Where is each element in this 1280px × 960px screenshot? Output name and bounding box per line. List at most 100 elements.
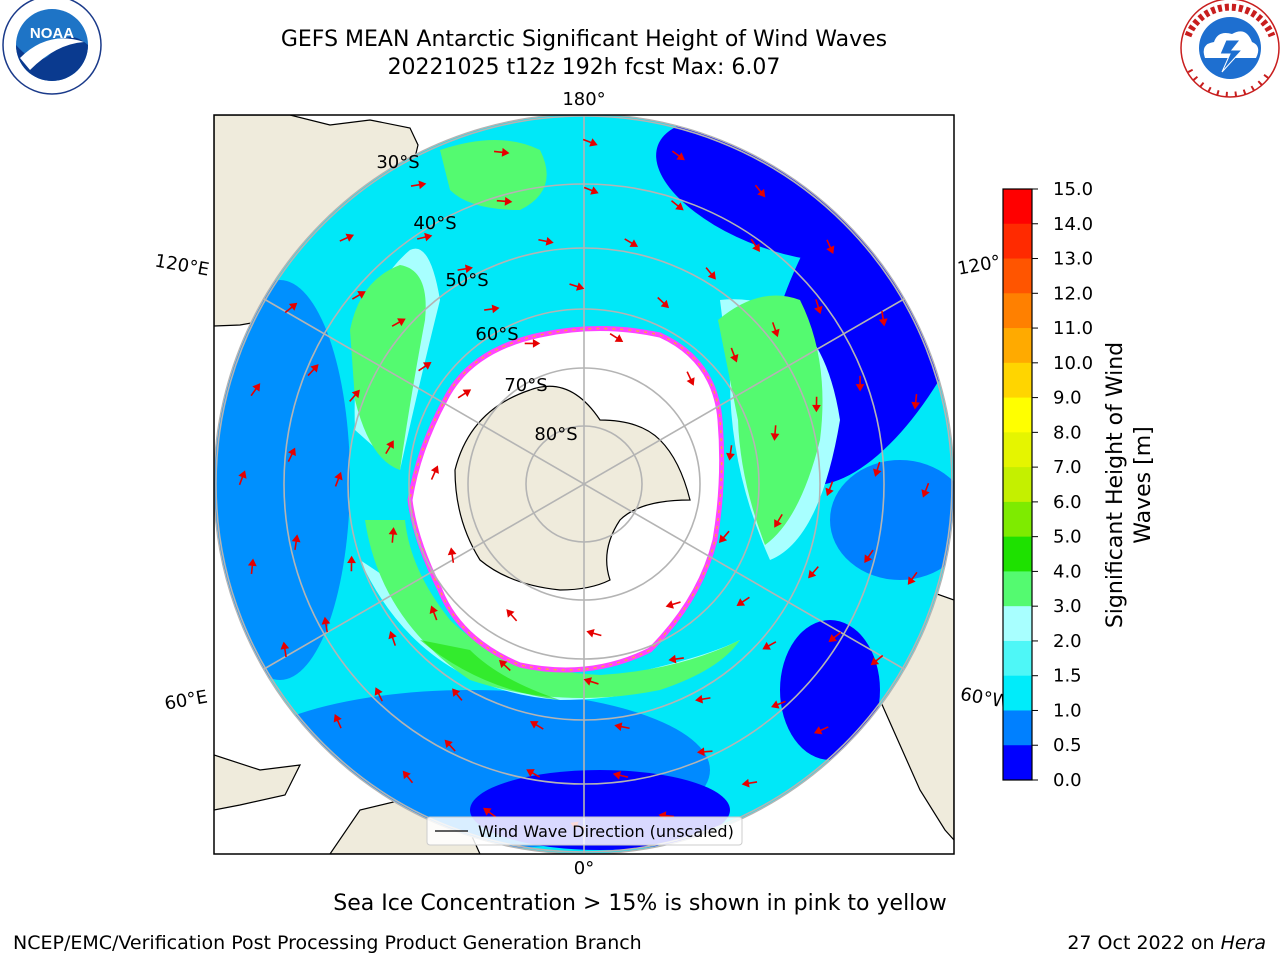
lon-label-120w: 120° [956, 251, 1002, 279]
direction-arrow [870, 654, 884, 666]
colorbar-swatch [1003, 223, 1032, 260]
colorbar-swatch [1003, 432, 1032, 468]
direction-arrow [452, 688, 463, 701]
colorbar-swatch [1003, 362, 1032, 399]
direction-arrow [911, 393, 921, 410]
direction-arrow [864, 549, 874, 563]
lon-label-180: 180° [562, 89, 605, 110]
colorbar-tick-label: 5.0 [1053, 527, 1082, 548]
colorbar-tick-label: 12.0 [1053, 283, 1093, 304]
colorbar-tick-label: 6.0 [1053, 492, 1082, 513]
direction-arrow [287, 447, 296, 462]
colorbar-tick-label: 8.0 [1053, 422, 1082, 443]
colorbar-label-line1: Significant Height of Wind [1103, 342, 1128, 628]
direction-arrow [921, 482, 930, 498]
colorbar-tick-label: 11.0 [1053, 318, 1093, 339]
colorbar-swatch [1003, 328, 1032, 364]
direction-arrow [741, 778, 758, 788]
lat-label-50s: 50°S [445, 270, 488, 291]
nws-logo [1180, 0, 1280, 98]
direction-arrow [484, 304, 500, 314]
direction-arrow [284, 302, 298, 314]
direction-arrow [385, 440, 394, 455]
direction-arrow [614, 722, 630, 732]
footer-credit: NCEP/EMC/Verification Post Processing Pr… [13, 932, 642, 954]
direction-arrow [498, 659, 511, 672]
colorbar-swatch [1003, 501, 1032, 538]
map-frame [213, 114, 955, 855]
direction-arrow [291, 534, 301, 550]
direction-arrow [418, 362, 432, 372]
colorbar-swatch [1003, 675, 1032, 711]
direction-arrow [280, 641, 290, 658]
direction-arrow [538, 236, 554, 246]
direction-arrow [754, 184, 766, 198]
colorbar-tick-label: 1.0 [1053, 700, 1082, 721]
direction-arrow [388, 527, 398, 543]
wind-wave-direction-arrows [238, 138, 930, 830]
direction-arrow [457, 264, 473, 274]
direction-arrow [812, 396, 821, 413]
colorbar-tick-label: 13.0 [1053, 249, 1093, 270]
footer-host: Hera [1220, 932, 1266, 954]
map-area [214, 115, 954, 854]
direction-arrow [333, 713, 342, 729]
direction-arrow [410, 180, 427, 190]
direction-arrow [529, 721, 544, 730]
direction-arrow [907, 571, 918, 585]
colorbar-label-line2: Waves [m] [1131, 426, 1156, 543]
direction-arrow [878, 310, 888, 327]
direction-arrow [718, 530, 730, 544]
direction-arrow [774, 513, 783, 528]
direction-arrow [524, 338, 541, 348]
direction-arrow [855, 375, 865, 392]
direction-arrow [247, 558, 257, 575]
direction-arrow [429, 605, 438, 621]
direction-arrow [416, 232, 433, 242]
lon-label-60e: 60°E [163, 686, 209, 714]
direction-arrow [493, 147, 510, 157]
noaa-logo-text: NOAA [30, 25, 74, 42]
direction-arrow [582, 138, 598, 147]
colorbar-swatch [1003, 397, 1032, 433]
colorbar-tick-label: 9.0 [1053, 388, 1082, 409]
colorbar-tick-label: 3.0 [1053, 596, 1082, 617]
direction-arrow [250, 383, 261, 397]
direction-arrow [705, 267, 716, 280]
direction-arrow [526, 769, 541, 778]
direction-arrow [657, 296, 670, 309]
colorbar-tick-label: 0.0 [1053, 770, 1082, 791]
direction-arrow [506, 609, 518, 622]
direction-arrow [826, 239, 835, 255]
colorbar-swatch [1003, 710, 1032, 746]
direction-arrow [307, 364, 319, 377]
noaa-logo: NOAA [2, 0, 102, 95]
direction-arrow [402, 770, 414, 784]
lat-label-70s: 70°S [504, 375, 547, 396]
direction-arrow [825, 481, 834, 497]
colorbar-swatch [1003, 189, 1032, 225]
colorbar-swatch [1003, 258, 1032, 294]
direction-arrow [374, 687, 383, 702]
colorbar-swatch [1003, 640, 1032, 677]
colorbar: 15.0 14.0 13.0 12.0 11.0 10.0 9.0 8.0 7.0 6.0 5.0 4… [1002, 179, 1093, 791]
direction-arrow [569, 282, 585, 291]
direction-arrow [771, 700, 786, 709]
direction-arrow [430, 465, 439, 480]
colorbar-tick-label: 10.0 [1053, 353, 1093, 374]
lat-label-80s: 80°S [534, 424, 577, 445]
direction-arrow [349, 389, 360, 402]
direction-arrow [814, 299, 823, 315]
direction-arrow [750, 238, 760, 252]
direction-arrow [583, 186, 599, 195]
direction-arrow [686, 371, 695, 386]
legend: Wind Wave Direction (unscaled) [426, 816, 743, 846]
direction-arrow [583, 677, 599, 686]
direction-arrow [762, 641, 777, 650]
direction-arrow [695, 694, 711, 704]
direction-arrow [808, 566, 819, 579]
lat-label-30s: 30°S [376, 152, 419, 173]
direction-arrow [586, 629, 602, 638]
colorbar-swatch [1003, 467, 1032, 503]
